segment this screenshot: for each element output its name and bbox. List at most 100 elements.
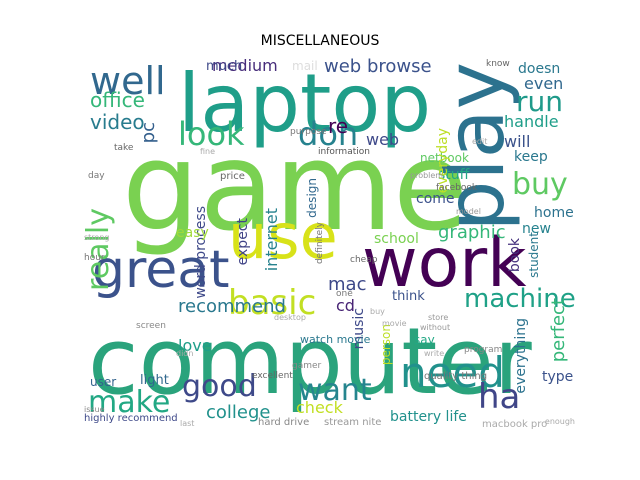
word-book: book — [507, 238, 523, 273]
word-word-process: word process — [193, 206, 209, 299]
word-macbook-pro: macbook pro — [482, 419, 548, 430]
word-say: say — [414, 333, 435, 347]
word-web-browse: web browse — [324, 58, 432, 77]
word-re: re — [328, 114, 349, 138]
word-really: really — [81, 208, 116, 291]
word-desktop: desktop — [274, 313, 306, 322]
word-keep: keep — [514, 149, 548, 165]
word-even: even — [524, 74, 564, 93]
word-will: will — [504, 132, 531, 151]
word-battery-life: battery life — [390, 409, 467, 425]
word-edit: edit — [472, 137, 488, 146]
word-laptop: laptop — [178, 58, 432, 150]
word-information: information — [318, 147, 370, 157]
word-web: web — [366, 130, 400, 149]
word-school: school — [374, 231, 419, 247]
word-price: price — [220, 171, 245, 182]
word-mail: mail — [292, 59, 318, 73]
word-work: work — [362, 224, 527, 303]
word-didn: didn — [176, 349, 194, 358]
word-want: want — [298, 373, 372, 408]
word-office: office — [90, 88, 145, 112]
word-last: last — [180, 419, 195, 428]
word-computer: computer — [88, 308, 532, 415]
word-facebook: facebook — [436, 183, 478, 193]
word-person: person — [379, 324, 393, 366]
word-day: day — [88, 171, 105, 181]
word-gamer: gamer — [292, 361, 322, 371]
word-quality-thing: quality thing — [424, 371, 488, 382]
word-light: light — [140, 373, 169, 388]
word-internet: internet — [262, 208, 281, 272]
word-use: use — [228, 200, 338, 273]
word-one: one — [336, 289, 353, 299]
word-great: great — [92, 240, 230, 300]
word-stuff: stuff — [438, 167, 470, 183]
word-watch-movie: watch movie — [300, 333, 371, 346]
word-movie: movie — [382, 319, 407, 328]
word-pc: pc — [138, 122, 159, 144]
word-basic: basic — [228, 283, 317, 323]
word-handle: handle — [504, 112, 559, 131]
word-recommend: recommend — [178, 296, 286, 317]
word-cheap: cheap — [350, 255, 378, 265]
word-home: home — [534, 205, 574, 221]
word-hour: hour — [84, 253, 105, 263]
word-need: need — [400, 348, 505, 397]
word-enough: enough — [544, 417, 575, 426]
word-stream-nite: stream nite — [324, 417, 382, 428]
word-college: college — [206, 402, 271, 423]
word-take: take — [114, 143, 134, 153]
word-fine: fine — [200, 147, 216, 156]
word-cloud: computer game laptop work use play great need ba… — [80, 58, 576, 430]
word-model: model — [456, 207, 481, 216]
word-definitely: definitely — [315, 222, 325, 265]
word-highly-recommend: highly recommend — [84, 413, 178, 424]
word-perfect: perfect — [548, 298, 569, 363]
word-game: game — [122, 116, 469, 258]
word-problem: problem — [410, 171, 444, 180]
word-purpose: purpose — [290, 127, 327, 137]
word-everything: everything — [513, 318, 529, 394]
word-expect: expect — [235, 218, 251, 266]
word-machine: machine — [464, 284, 576, 314]
word-hard-drive: hard drive — [258, 417, 310, 428]
word-mac: mac — [328, 274, 367, 295]
word-new: new — [522, 221, 551, 237]
word-cd: cd — [336, 296, 355, 315]
word-love: love — [178, 336, 212, 355]
word-screen: screen — [136, 321, 166, 331]
word-strong: strong — [84, 233, 110, 242]
word-ha: ha — [478, 377, 521, 417]
word-netbook: netbook — [420, 151, 469, 165]
word-come: come — [416, 191, 455, 207]
word-don: don — [298, 115, 359, 153]
word-good: good — [182, 369, 257, 404]
word-medium: medium — [212, 58, 278, 75]
word-make: make — [88, 385, 171, 420]
word-issue: issue — [84, 405, 105, 414]
word-easy: easy — [176, 225, 209, 241]
word-user: user — [90, 375, 117, 389]
word-know: know — [486, 59, 510, 69]
word-design: design — [305, 178, 319, 218]
word-check: check — [296, 398, 343, 417]
word-store: store — [428, 313, 449, 322]
word-graphic: graphic — [438, 222, 506, 243]
word-buy: buy — [370, 307, 385, 316]
word-well: well — [90, 59, 166, 103]
word-run: run — [516, 85, 564, 118]
word-video: video — [90, 110, 145, 134]
word-doesn: doesn — [518, 61, 561, 77]
word-without: without — [420, 323, 451, 332]
word-student: student — [527, 232, 541, 278]
word-look: look — [178, 115, 245, 153]
word-write: write — [424, 349, 445, 358]
word-excellent: excellent — [252, 371, 293, 381]
word-buy: buy — [512, 167, 568, 202]
word-program: program — [464, 345, 503, 355]
word-type: type — [542, 369, 574, 385]
chart-title: MISCELLANEOUS — [260, 33, 380, 49]
word-think: think — [392, 289, 425, 304]
word-much: much — [206, 59, 243, 74]
